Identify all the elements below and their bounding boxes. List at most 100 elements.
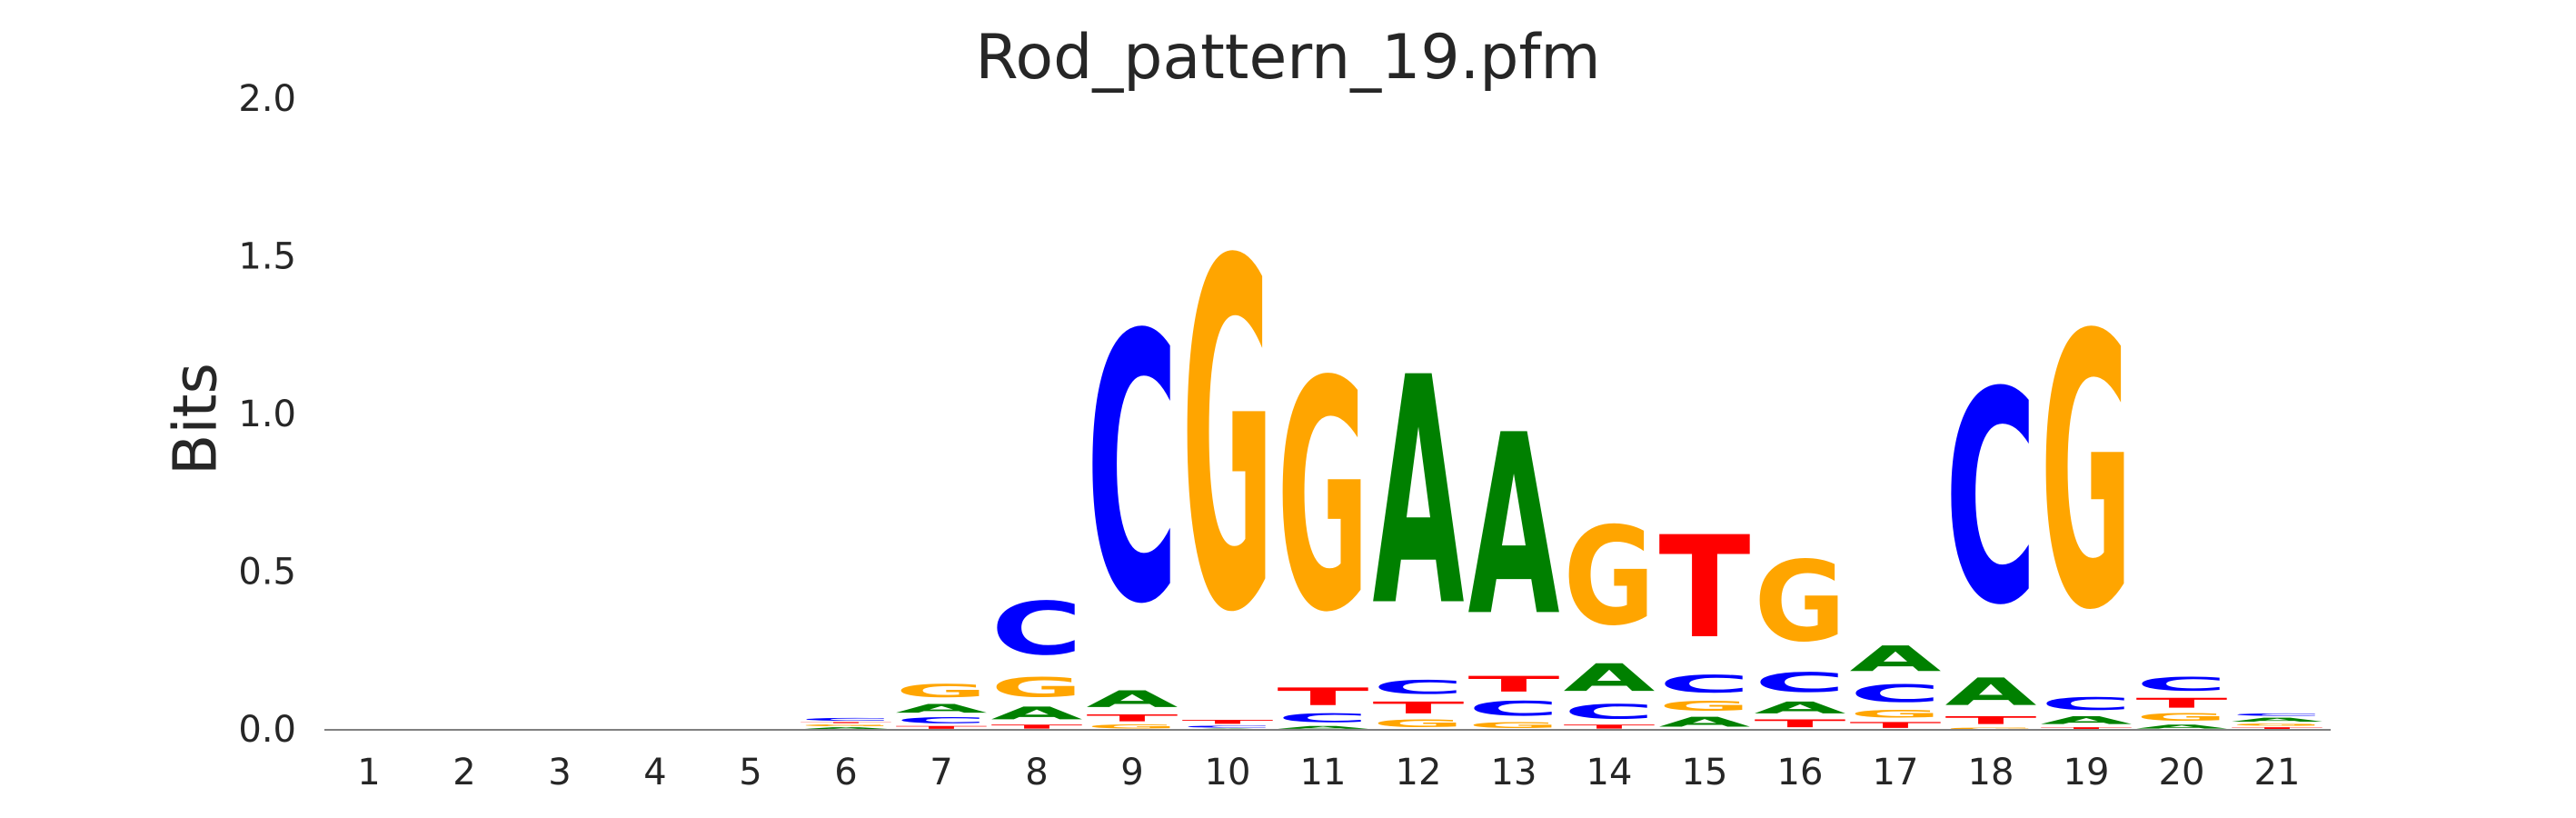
logo-letter: A bbox=[1564, 655, 1656, 699]
x-tick-label: 11 bbox=[1300, 752, 1347, 793]
logo-letter: G bbox=[1087, 723, 1179, 730]
logo-letter: A bbox=[1850, 639, 1942, 680]
logo-letter: G bbox=[2041, 256, 2133, 693]
x-axis: 1 2 3 4 5 6 7 8 9 10 11 12 13 14 15 16 17 18 19 20 21 bbox=[357, 752, 2300, 793]
logo-letter: A bbox=[2136, 723, 2229, 730]
x-tick-label: 20 bbox=[2159, 752, 2205, 793]
logo-letter: T bbox=[1087, 713, 1179, 723]
logo-letter: C bbox=[1564, 700, 1656, 723]
logo-letter: G bbox=[991, 672, 1083, 703]
x-tick-label: 19 bbox=[2064, 752, 2110, 793]
logo-letter: T bbox=[1564, 723, 1656, 730]
logo-letter: T bbox=[1182, 719, 1274, 725]
y-tick-label: 1.5 bbox=[238, 236, 296, 278]
y-tick-label: 0.0 bbox=[238, 709, 296, 751]
logo-letter: T bbox=[1850, 721, 1942, 730]
logo-letter: C bbox=[1850, 680, 1942, 708]
x-tick-label: 4 bbox=[643, 752, 666, 793]
logo-letter: T bbox=[1755, 717, 1846, 730]
logo-stacks: AGTCTCAGTAGCGTACACTGACTGGTCAGCTATCAGAGCT… bbox=[801, 161, 2324, 730]
logo-letter: C bbox=[1945, 331, 2037, 670]
x-tick-label: 16 bbox=[1777, 752, 1824, 793]
logo-letter: C bbox=[2041, 693, 2133, 713]
logo-column: TCAG bbox=[1564, 500, 1656, 730]
logo-letter: C bbox=[1755, 667, 1846, 698]
logo-column: ACTG bbox=[1278, 314, 1369, 730]
logo-letter: C bbox=[2136, 673, 2228, 695]
logo-letter: A bbox=[1945, 670, 2037, 713]
logo-letter: T bbox=[1373, 698, 1465, 717]
x-tick-label: 6 bbox=[834, 752, 857, 793]
logo-letter: A bbox=[2041, 714, 2133, 727]
logo-letter: A bbox=[991, 703, 1083, 723]
logo-letter: T bbox=[1278, 683, 1369, 711]
logo-letter: A bbox=[1087, 686, 1179, 713]
logo-letter: C bbox=[1182, 725, 1274, 728]
logo-letter: A bbox=[896, 702, 988, 716]
logo-letter: C bbox=[896, 715, 988, 724]
logo-letter: A bbox=[1659, 714, 1751, 730]
x-tick-label: 12 bbox=[1396, 752, 1442, 793]
logo-letter: T bbox=[1659, 506, 1751, 670]
x-tick-label: 10 bbox=[1205, 752, 1251, 793]
x-tick-label: 17 bbox=[1873, 752, 1919, 793]
logo-letter: G bbox=[1373, 717, 1465, 730]
x-tick-label: 2 bbox=[453, 752, 475, 793]
x-tick-label: 1 bbox=[357, 752, 380, 793]
logo-letter: T bbox=[801, 722, 892, 723]
y-axis: 0.0 0.5 1.0 1.5 2.0 bbox=[238, 78, 296, 751]
logo-letter: A bbox=[1468, 383, 1560, 672]
logo-letter: G bbox=[1182, 161, 1274, 716]
x-tick-label: 15 bbox=[1682, 752, 1728, 793]
logo-letter: A bbox=[2232, 716, 2324, 723]
logo-letter: C bbox=[1468, 697, 1560, 721]
logo-letter: G bbox=[2136, 711, 2228, 723]
logo-letter: T bbox=[1945, 714, 2037, 727]
logo-letter: T bbox=[2136, 695, 2228, 711]
logo-letter: T bbox=[991, 723, 1083, 730]
x-tick-label: 14 bbox=[1586, 752, 1633, 793]
logo-letter: C bbox=[1659, 670, 1751, 698]
logo-letter: C bbox=[1373, 676, 1465, 698]
logo-letter: C bbox=[1278, 711, 1369, 725]
x-tick-label: 8 bbox=[1025, 752, 1048, 793]
logo-letter: C bbox=[991, 587, 1083, 672]
logo-letter: G bbox=[1659, 698, 1751, 713]
y-tick-label: 2.0 bbox=[238, 78, 296, 120]
y-tick-label: 0.5 bbox=[238, 552, 296, 594]
x-tick-label: 18 bbox=[1968, 752, 2014, 793]
x-tick-label: 3 bbox=[548, 752, 571, 793]
x-tick-label: 21 bbox=[2254, 752, 2301, 793]
logo-letter: G bbox=[2232, 723, 2323, 726]
logo-letter: G bbox=[1850, 708, 1942, 721]
x-tick-label: 7 bbox=[930, 752, 952, 793]
logo-letter: C bbox=[801, 717, 892, 722]
logo-letter: C bbox=[2232, 713, 2323, 716]
x-tick-label: 13 bbox=[1491, 752, 1537, 793]
x-tick-label: 5 bbox=[739, 752, 761, 793]
logo-letter: G bbox=[1564, 500, 1656, 656]
logo-letter: T bbox=[1468, 672, 1560, 697]
logo-letter: A bbox=[1373, 313, 1466, 675]
logo-letter: G bbox=[1468, 721, 1560, 730]
y-tick-label: 1.0 bbox=[238, 394, 296, 435]
logo-letter: G bbox=[1755, 537, 1846, 666]
x-tick-label: 9 bbox=[1120, 752, 1143, 793]
logo-column: AGTC bbox=[801, 717, 892, 730]
logo-letter: A bbox=[1755, 698, 1846, 717]
logo-letter: C bbox=[1087, 258, 1179, 685]
